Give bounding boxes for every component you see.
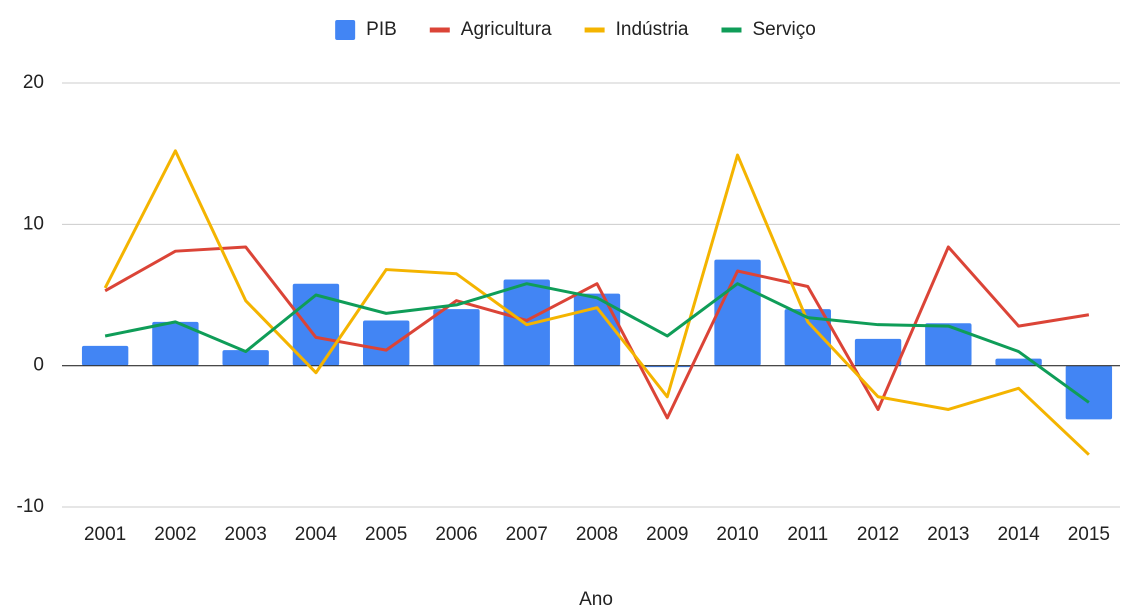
x-tick-label: 2014 bbox=[997, 524, 1040, 545]
x-tick-label: 2004 bbox=[295, 524, 338, 545]
x-tick-label: 2012 bbox=[857, 524, 899, 545]
bar bbox=[81, 345, 129, 366]
legend-swatch bbox=[584, 27, 605, 33]
legend-swatch bbox=[429, 27, 450, 33]
legend-swatch bbox=[335, 20, 356, 40]
bar bbox=[222, 350, 269, 366]
x-axis-label: Ano bbox=[579, 589, 613, 610]
x-tick-label: 2007 bbox=[506, 524, 548, 545]
bar bbox=[714, 259, 761, 366]
x-tick-label: 2001 bbox=[84, 524, 126, 545]
x-tick-label: 2015 bbox=[1068, 524, 1110, 545]
bar bbox=[503, 279, 550, 366]
y-tick-label: 20 bbox=[23, 72, 44, 93]
legend-label: PIB bbox=[366, 19, 397, 40]
bar bbox=[784, 309, 831, 366]
line-series bbox=[104, 245, 1090, 420]
x-tick-label: 2008 bbox=[576, 524, 618, 545]
line-series bbox=[104, 282, 1090, 404]
bar bbox=[152, 321, 199, 366]
y-tick-label: -10 bbox=[17, 496, 44, 517]
legend-label: Agricultura bbox=[461, 19, 552, 40]
x-tick-label: 2002 bbox=[154, 524, 196, 545]
legend-label: Indústria bbox=[616, 19, 689, 40]
bar bbox=[433, 309, 480, 366]
legend-label: Serviço bbox=[752, 19, 815, 40]
bar bbox=[854, 338, 902, 366]
x-tick-label: 2010 bbox=[716, 524, 758, 545]
y-tick-label: 0 bbox=[33, 355, 44, 376]
bar bbox=[925, 323, 972, 366]
x-tick-label: 2005 bbox=[365, 524, 407, 545]
bar bbox=[1065, 365, 1113, 420]
bar bbox=[363, 320, 410, 366]
x-tick-label: 2011 bbox=[787, 524, 828, 545]
x-tick-label: 2009 bbox=[646, 524, 688, 545]
line-series bbox=[103, 149, 1090, 456]
legend-swatch bbox=[721, 27, 742, 33]
x-tick-label: 2013 bbox=[927, 524, 969, 545]
x-tick-label: 2003 bbox=[225, 524, 267, 545]
x-tick-label: 2006 bbox=[435, 524, 477, 545]
y-tick-label: 10 bbox=[23, 213, 44, 234]
